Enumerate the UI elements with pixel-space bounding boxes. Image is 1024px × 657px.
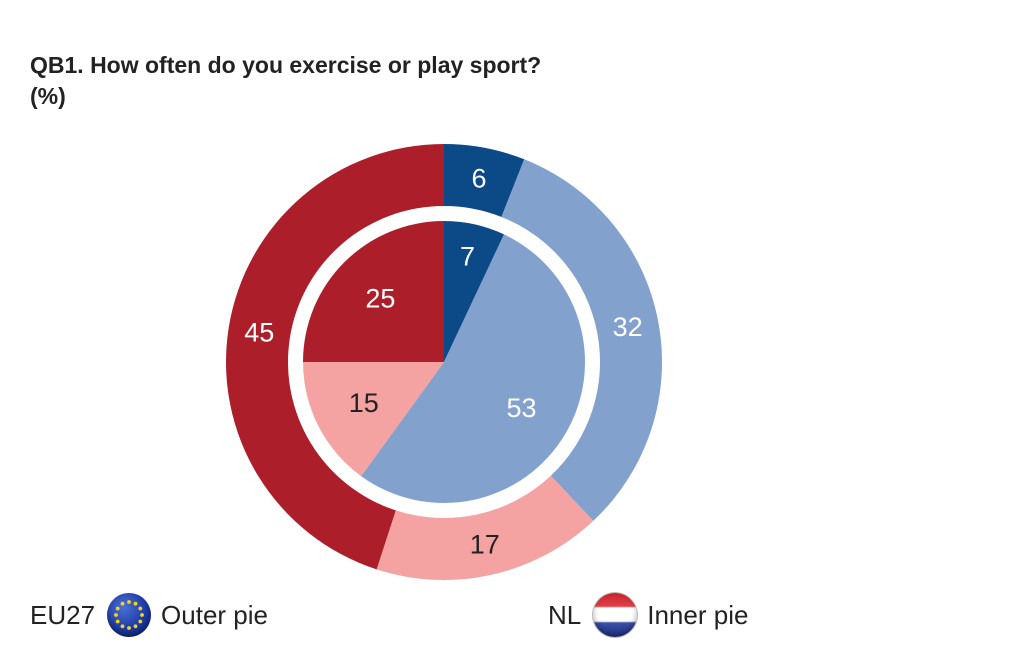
outer-slice-label-1: 6 — [472, 163, 487, 193]
inner-slice-label-1: 7 — [460, 242, 475, 272]
netherlands-flag-icon — [593, 593, 638, 637]
legend-outer-code: EU27 — [30, 599, 96, 630]
outer-slice-label-2: 32 — [613, 312, 643, 342]
legend-inner: NL Inner pie — [548, 590, 748, 640]
outer-slice-3 — [376, 475, 594, 580]
legend-outer-label: Outer pie — [161, 599, 268, 630]
outer-ring — [226, 143, 662, 580]
outer-slice-label-4: 45 — [244, 318, 274, 348]
chart-title-line-1: QB1. How often do you exercise or play s… — [30, 52, 542, 78]
legend-outer: EU27 Outer pie — [30, 590, 268, 640]
outer-slice-2 — [501, 159, 662, 521]
inner-pie — [303, 221, 585, 504]
inner-slice-3 — [303, 362, 444, 477]
legend-inner-code: NL — [548, 599, 582, 630]
inner-slice-label-3: 15 — [349, 388, 379, 418]
outer-slice-4 — [226, 143, 444, 570]
inner-slice-label-4: 25 — [365, 283, 395, 313]
chart-title: QB1. How often do you exercise or play s… — [30, 50, 541, 112]
slice-labels: 6 32 17 45 7 53 15 25 — [244, 163, 642, 559]
legend-inner-label: Inner pie — [647, 599, 749, 630]
outer-slice-1 — [444, 144, 525, 217]
eu-flag-icon — [107, 593, 152, 637]
inner-slice-4 — [303, 221, 444, 362]
chart-title-line-2: (%) — [30, 83, 66, 109]
inner-slice-label-2: 53 — [506, 393, 536, 423]
inner-slice-2 — [361, 234, 585, 504]
outer-slice-label-3: 17 — [470, 529, 500, 559]
inner-slice-1 — [444, 221, 505, 362]
